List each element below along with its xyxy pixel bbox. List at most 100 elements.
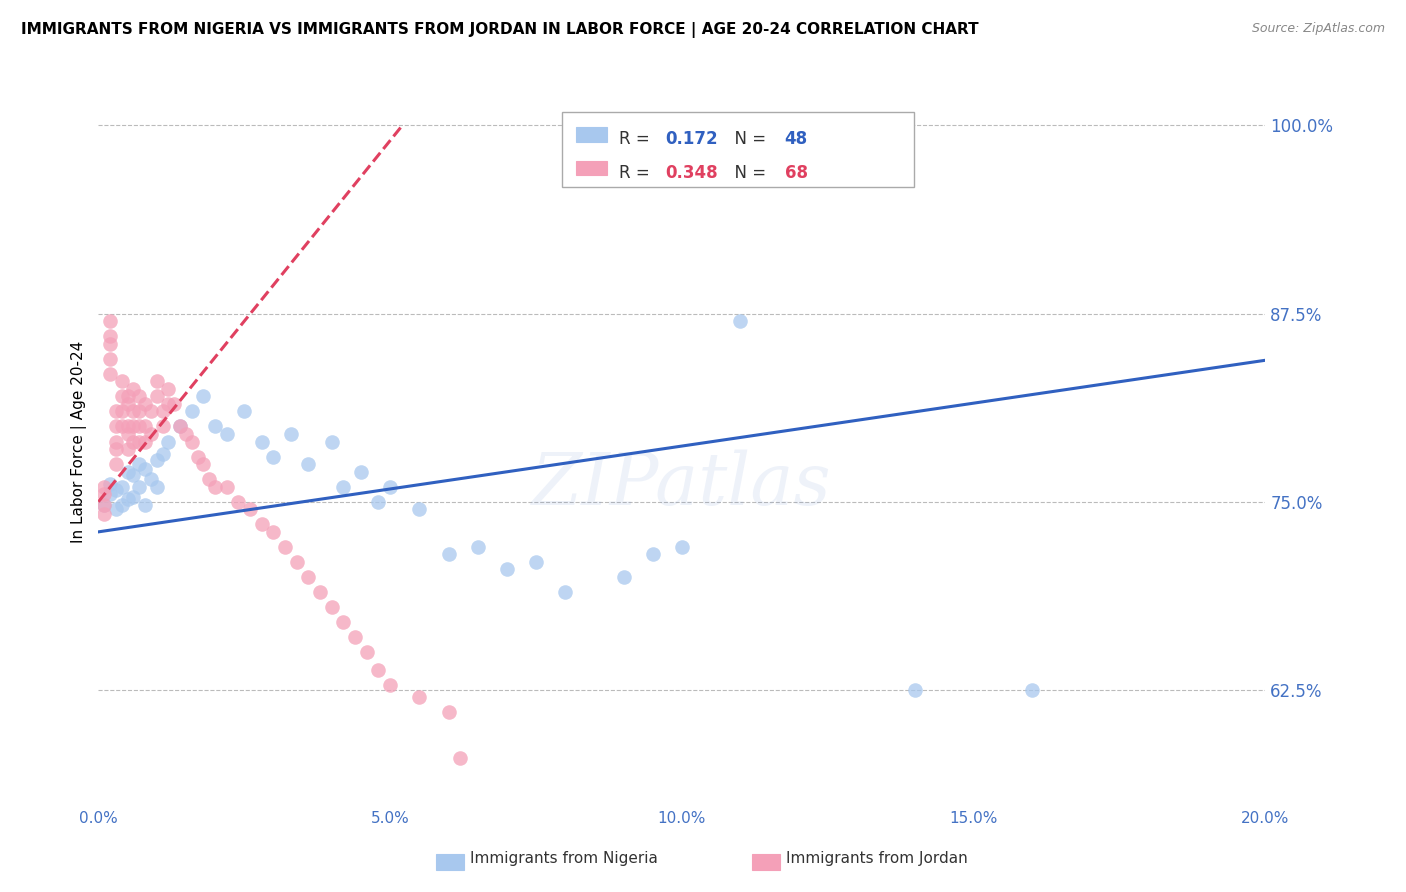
Point [111, 389, 134, 403]
Point [233, 404, 256, 418]
Text: Immigrants from Nigeria: Immigrants from Nigeria [470, 852, 658, 866]
Point [93, 498, 115, 512]
Text: 68: 68 [785, 164, 807, 182]
Point [262, 524, 284, 539]
Point [193, 457, 215, 471]
Point [98, 476, 121, 491]
Point [612, 570, 634, 584]
Point [117, 491, 139, 506]
Point [134, 419, 156, 434]
Point [367, 495, 389, 509]
Point [180, 434, 202, 449]
Point [285, 555, 308, 569]
Point [146, 375, 169, 389]
Point [367, 664, 389, 678]
Text: R =: R = [619, 130, 655, 148]
Point [93, 487, 115, 501]
Point [98, 487, 121, 501]
Point [297, 457, 319, 471]
Point [1021, 682, 1043, 697]
Point [152, 404, 174, 418]
Point [152, 419, 174, 434]
Point [139, 404, 162, 418]
Point [98, 367, 121, 381]
Point [128, 389, 150, 403]
Point [274, 540, 297, 554]
Point [117, 397, 139, 411]
Point [146, 452, 169, 467]
Point [134, 397, 156, 411]
Point [111, 498, 134, 512]
Point [122, 467, 145, 482]
Point [262, 450, 284, 464]
Point [180, 404, 202, 418]
Point [193, 389, 215, 403]
Text: N =: N = [724, 130, 772, 148]
Point [641, 548, 664, 562]
Point [157, 397, 180, 411]
Text: 0.348: 0.348 [665, 164, 717, 182]
Text: 48: 48 [785, 130, 807, 148]
Point [104, 483, 127, 497]
Point [449, 750, 471, 764]
Point [198, 472, 221, 486]
Point [134, 498, 156, 512]
Point [139, 472, 162, 486]
Text: R =: R = [619, 164, 655, 182]
Point [408, 502, 430, 516]
Point [157, 434, 180, 449]
Point [321, 434, 343, 449]
Y-axis label: In Labor Force | Age 20-24: In Labor Force | Age 20-24 [72, 341, 87, 542]
Point [111, 375, 134, 389]
Point [128, 404, 150, 418]
Point [332, 615, 354, 630]
Point [250, 434, 273, 449]
Point [169, 419, 191, 434]
Point [98, 351, 121, 366]
Point [408, 690, 430, 705]
Point [104, 502, 127, 516]
Point [467, 540, 489, 554]
Point [98, 314, 121, 328]
Point [671, 540, 693, 554]
Point [239, 502, 262, 516]
Point [93, 507, 115, 521]
Point [904, 682, 927, 697]
Point [309, 585, 332, 599]
Point [104, 457, 127, 471]
Point [111, 480, 134, 494]
Point [128, 480, 150, 494]
Point [134, 461, 156, 475]
Point [228, 495, 250, 509]
Point [495, 562, 517, 576]
Text: 0.172: 0.172 [665, 130, 717, 148]
Point [204, 480, 226, 494]
Point [111, 404, 134, 418]
Point [122, 434, 145, 449]
Point [117, 442, 139, 456]
Point [524, 555, 547, 569]
Point [104, 434, 127, 449]
Point [117, 465, 139, 479]
Point [250, 517, 273, 532]
Point [378, 480, 402, 494]
Point [117, 419, 139, 434]
Point [321, 600, 343, 615]
Point [122, 419, 145, 434]
Point [104, 419, 127, 434]
Point [350, 465, 373, 479]
Point [163, 397, 186, 411]
Text: Source: ZipAtlas.com: Source: ZipAtlas.com [1251, 22, 1385, 36]
Point [437, 706, 460, 720]
Point [204, 419, 226, 434]
Point [169, 419, 191, 434]
Point [128, 434, 150, 449]
Point [122, 490, 145, 504]
Point [152, 446, 174, 460]
Point [297, 570, 319, 584]
Point [280, 427, 302, 442]
Point [139, 427, 162, 442]
Point [157, 382, 180, 396]
Point [332, 480, 354, 494]
Point [344, 630, 367, 644]
